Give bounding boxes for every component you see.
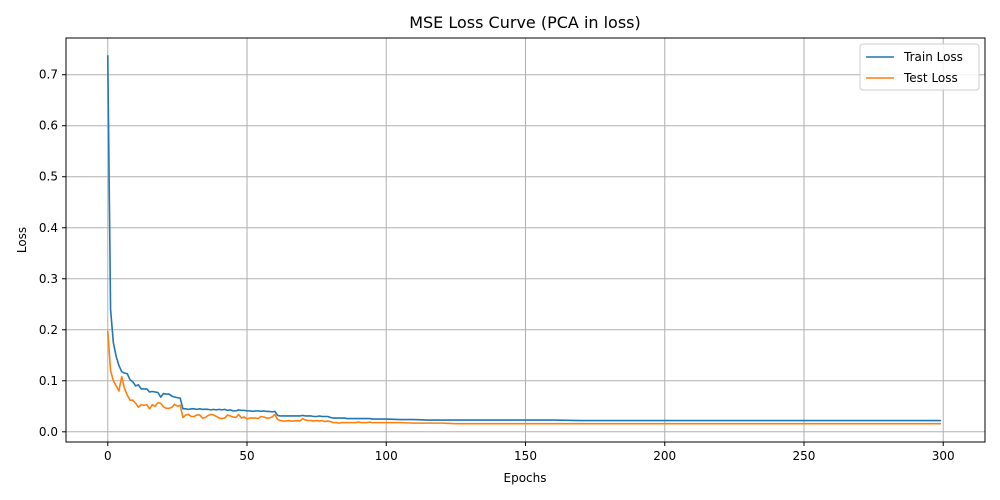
series-line-test-loss	[106, 330, 942, 425]
y-tick-label: 0.3	[39, 272, 58, 286]
y-axis-label: Loss	[15, 227, 29, 253]
legend-label-train: Train Loss	[903, 50, 963, 64]
grid	[66, 38, 985, 442]
y-tick-label: 0.5	[39, 170, 58, 184]
legend-label-test: Test Loss	[903, 71, 958, 85]
x-tick-label: 50	[239, 449, 254, 463]
y-tick-label: 0.6	[39, 119, 58, 133]
series-layer	[106, 55, 942, 425]
y-tick-label: 0.7	[39, 68, 58, 82]
y-tick-label: 0.0	[39, 425, 58, 439]
series-line-train-loss	[106, 55, 942, 422]
x-tick-label: 200	[653, 449, 676, 463]
x-tick-label: 300	[932, 449, 955, 463]
y-tick-label: 0.1	[39, 374, 58, 388]
x-tick-label: 100	[375, 449, 398, 463]
x-tick-label: 250	[793, 449, 816, 463]
x-axis-label: Epochs	[504, 471, 547, 485]
chart-title: MSE Loss Curve (PCA in loss)	[409, 13, 641, 32]
x-tick-label: 150	[514, 449, 537, 463]
x-tick-label: 0	[104, 449, 112, 463]
y-tick-label: 0.2	[39, 323, 58, 337]
legend: Train Loss Test Loss	[859, 43, 980, 91]
axis-ticks: 0 50 100 150 200 250 300 0.0 0.1 0.2 0.3 0.4 0.5 0.6 0…	[39, 68, 955, 463]
y-tick-label: 0.4	[39, 221, 58, 235]
